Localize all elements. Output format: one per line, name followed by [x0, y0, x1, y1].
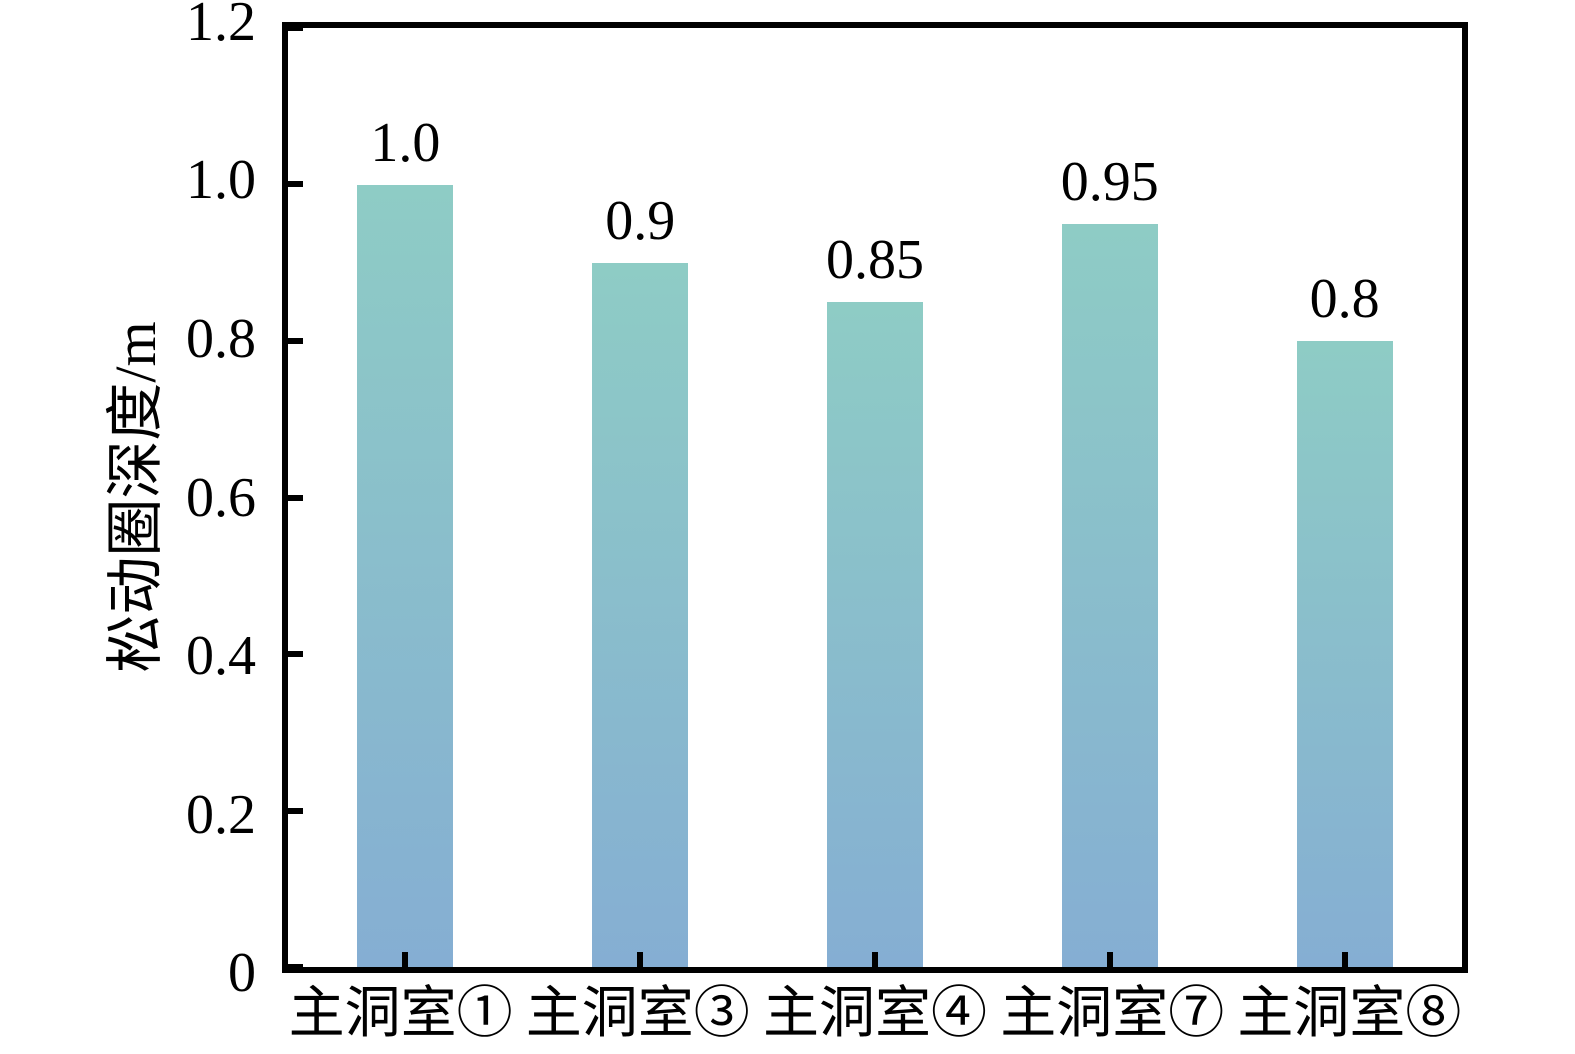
bar-value-label: 1.0	[370, 111, 441, 174]
y-axis-tick-label: 0.2	[186, 783, 256, 846]
bar	[1061, 223, 1158, 967]
x-axis-tick-label: 主洞室④	[763, 983, 987, 1045]
x-axis-tick-label: 主洞室⑦	[1000, 983, 1225, 1045]
y-axis-tick	[288, 807, 303, 814]
bar-value-label: 0.9	[605, 189, 676, 252]
y-axis-tick-label: 0.4	[186, 624, 256, 687]
x-axis-tick	[637, 952, 644, 967]
x-axis-tick	[1106, 952, 1113, 967]
x-axis-tick	[872, 952, 878, 967]
y-axis-tick-labels: 0 0.2 0.4 0.6 0.8 1.0 1.2	[0, 0, 256, 1001]
bar-value-label: 0.85	[826, 228, 924, 291]
bar-value-label: 0.95	[1060, 150, 1159, 213]
x-axis-tick	[1341, 952, 1348, 967]
x-axis-tick	[402, 952, 409, 967]
y-axis-tick	[288, 25, 303, 31]
x-axis-tick-label: 主洞室①	[288, 983, 513, 1045]
y-axis-tick	[288, 964, 303, 970]
y-axis-tick-label: 0	[228, 942, 256, 1004]
bar	[357, 184, 454, 967]
plot-area: 1.0 0.9 0.85 0.95 0.8	[282, 22, 1468, 973]
bar-value-label: 0.8	[1309, 268, 1380, 331]
x-axis-tick-label: 主洞室⑧	[1237, 983, 1462, 1045]
bar	[1296, 341, 1393, 967]
bar	[592, 262, 689, 967]
y-axis-tick	[288, 337, 303, 344]
y-axis-tick-label: 0.6	[186, 466, 256, 529]
y-axis-tick	[288, 494, 303, 501]
bar	[827, 301, 923, 967]
y-axis-tick-label: 1.0	[186, 149, 256, 212]
y-axis-tick-label: 1.2	[186, 0, 256, 53]
y-axis-tick	[288, 181, 303, 188]
y-axis-tick-label: 0.8	[186, 307, 256, 370]
x-axis-tick-labels: 主洞室① 主洞室③ 主洞室④ 主洞室⑦ 主洞室⑧	[282, 983, 1468, 1054]
x-axis-tick-label: 主洞室③	[525, 983, 750, 1045]
y-axis-tick	[288, 650, 303, 657]
